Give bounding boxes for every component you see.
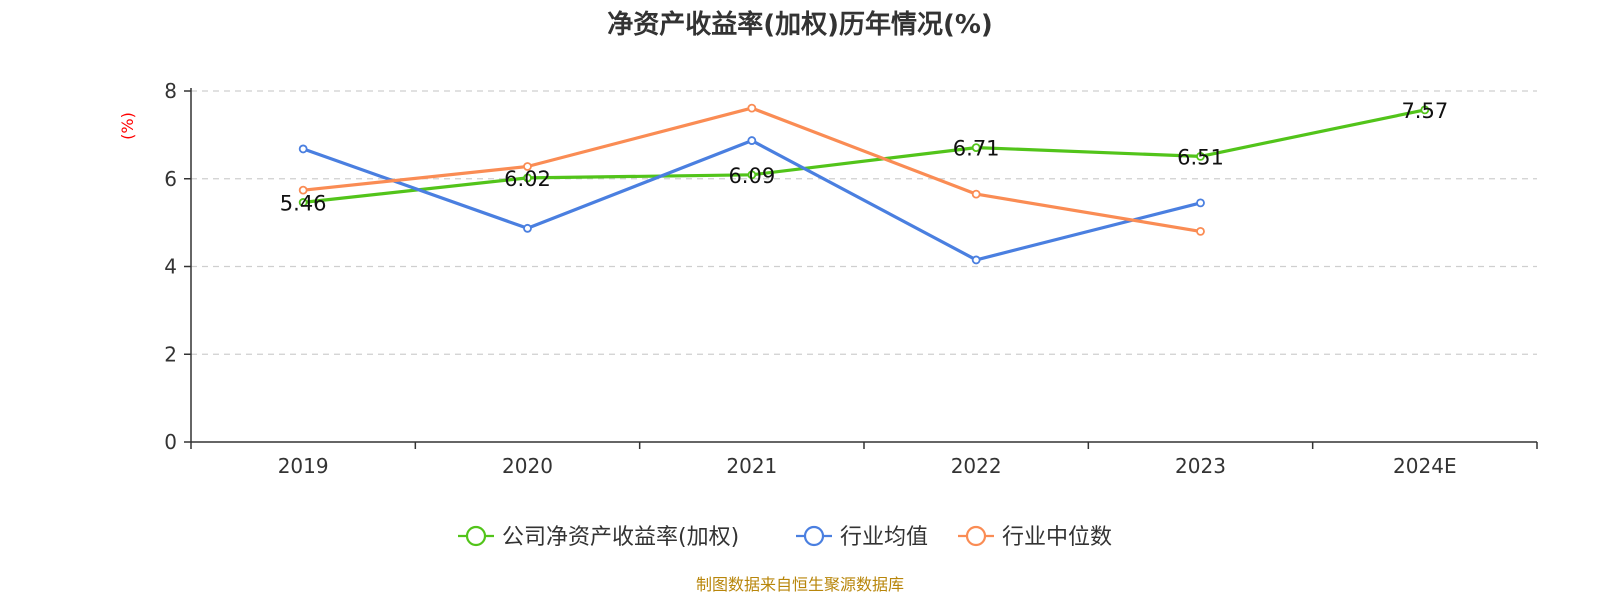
point-s0-2022 xyxy=(971,143,981,152)
legend-label-0: 公司净资产收益率(加权) xyxy=(502,525,739,550)
data-label-2024E: 7.57 xyxy=(1401,99,1448,123)
point-s1-2020 xyxy=(523,223,532,233)
y-axis-label: (%) xyxy=(118,112,137,140)
point-s0-2023 xyxy=(1196,151,1205,161)
series-line-1 xyxy=(302,139,1201,262)
point-s2-2022 xyxy=(971,189,981,199)
y-tick-label-6: 6 xyxy=(164,167,177,191)
data-label-2021: 6.09 xyxy=(728,164,775,188)
axes: 0 2 4 6 8 2019 2020 2021 2022 2023 2024E xyxy=(164,79,1538,478)
grid-lines xyxy=(191,90,1537,355)
y-tick-label-8: 8 xyxy=(164,79,177,103)
y-tick-label-2: 2 xyxy=(164,342,177,366)
y-tick-label-4: 4 xyxy=(164,255,177,279)
data-labels: 5.46 6.02 6.09 6.71 6.51 7.57 xyxy=(280,99,1448,216)
y-tick-label-0: 0 xyxy=(164,430,177,454)
point-s2-2023 xyxy=(1196,226,1205,236)
point-s0-2020 xyxy=(523,173,532,183)
x-tick-label-2024E: 2024E xyxy=(1393,454,1457,478)
data-label-2019: 5.46 xyxy=(280,191,327,215)
data-label-2020: 6.02 xyxy=(504,167,551,191)
x-tick-label-2021: 2021 xyxy=(726,454,777,478)
legend-marker-0 xyxy=(465,525,487,547)
point-s1-2023 xyxy=(1196,198,1205,208)
x-tick-label-2023: 2023 xyxy=(1175,454,1226,478)
legend: 公司净资产收益率(加权) 行业均值 行业中位数 xyxy=(458,525,1112,550)
legend-marker-1 xyxy=(803,525,825,547)
legend-label-2: 行业中位数 xyxy=(1002,525,1112,550)
chart-title: 净资产收益率(加权)历年情况(%) xyxy=(607,9,993,40)
point-s1-2021 xyxy=(747,136,757,145)
data-label-2022: 6.71 xyxy=(953,137,1000,161)
point-s2-2021 xyxy=(747,103,757,113)
x-tick-label-2020: 2020 xyxy=(502,454,553,478)
point-s0-2024E xyxy=(1420,105,1430,115)
source-note: 制图数据来自恒生聚源数据库 xyxy=(696,575,904,594)
series-lines xyxy=(298,103,1430,265)
point-s1-2019 xyxy=(298,144,308,154)
x-tick-label-2019: 2019 xyxy=(278,454,329,478)
legend-label-1: 行业均值 xyxy=(840,525,928,550)
x-tick-label-2022: 2022 xyxy=(951,454,1002,478)
point-s0-2019 xyxy=(298,198,308,207)
point-s0-2021 xyxy=(747,170,757,180)
point-s2-2019 xyxy=(298,185,308,195)
point-s2-2020 xyxy=(523,162,532,171)
series-line-0 xyxy=(303,108,1426,204)
data-label-2023: 6.51 xyxy=(1177,145,1224,169)
point-s1-2022 xyxy=(971,255,981,265)
legend-marker-2 xyxy=(965,525,987,547)
